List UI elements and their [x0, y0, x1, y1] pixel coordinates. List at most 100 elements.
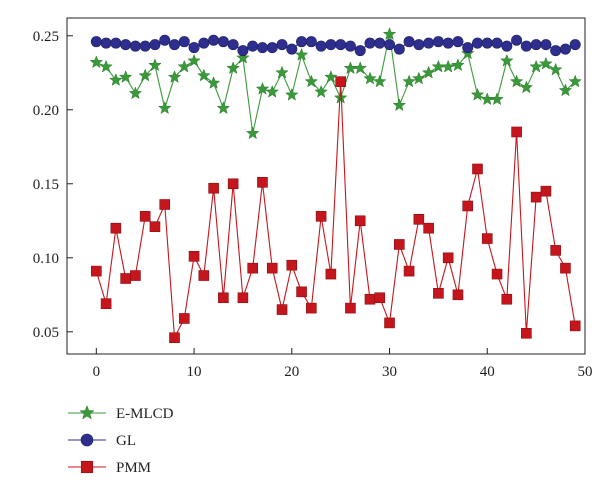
data-point-e-mlcd	[519, 80, 534, 94]
legend-label: GL	[116, 433, 136, 449]
data-point-gl	[403, 36, 415, 48]
data-point-gl	[540, 39, 552, 51]
data-point-e-mlcd	[412, 71, 426, 85]
data-point-e-mlcd	[265, 84, 280, 98]
data-point-pmm	[247, 262, 258, 274]
data-point-pmm	[335, 76, 346, 87]
x-tick-label: 10	[187, 364, 202, 380]
data-point-e-mlcd	[333, 90, 348, 104]
data-point-gl	[393, 43, 405, 55]
data-point-gl	[442, 37, 454, 49]
data-point-e-mlcd	[148, 58, 162, 72]
data-point-gl	[305, 36, 317, 48]
data-point-e-mlcd	[480, 92, 495, 106]
data-point-pmm	[266, 262, 278, 274]
legend-marker	[79, 404, 95, 420]
data-point-e-mlcd	[275, 65, 289, 79]
data-point-pmm	[433, 288, 444, 299]
legend-label: E-MLCD	[116, 406, 174, 422]
data-point-gl	[569, 39, 581, 51]
data-point-e-mlcd	[206, 76, 221, 89]
legend-marker	[80, 460, 94, 474]
data-point-gl	[413, 39, 425, 51]
data-point-pmm	[120, 273, 131, 284]
data-point-gl	[276, 39, 288, 51]
data-point-e-mlcd	[255, 81, 270, 95]
data-point-pmm	[384, 317, 395, 329]
data-point-pmm	[540, 185, 552, 197]
data-point-pmm	[296, 286, 307, 298]
data-point-pmm	[550, 245, 561, 256]
x-axis: 0 10 20 30 40 50	[93, 348, 593, 380]
data-point-pmm	[491, 268, 503, 280]
data-point-e-mlcd	[138, 68, 152, 82]
data-point-pmm	[403, 265, 415, 277]
legend-marker	[80, 433, 94, 447]
data-point-pmm	[511, 126, 522, 138]
data-point-e-mlcd	[372, 74, 387, 88]
data-point-pmm	[530, 191, 542, 203]
data-point-e-mlcd	[245, 126, 260, 140]
data-point-pmm	[452, 289, 464, 301]
legend-label: PMM	[116, 460, 151, 476]
data-point-pmm	[91, 265, 102, 277]
data-point-pmm	[569, 320, 581, 332]
data-point-e-mlcd	[99, 59, 113, 73]
data-point-e-mlcd	[343, 61, 358, 75]
data-point-gl	[247, 40, 259, 52]
data-point-e-mlcd	[314, 84, 328, 98]
data-point-gl	[169, 39, 181, 51]
data-point-gl	[159, 34, 171, 46]
data-point-e-mlcd	[451, 58, 465, 72]
data-point-e-mlcd	[187, 53, 201, 67]
data-point-pmm	[208, 182, 219, 194]
data-point-pmm	[237, 292, 249, 304]
data-point-gl	[501, 40, 513, 52]
x-tick-label: 30	[382, 364, 397, 380]
series-layer	[89, 27, 582, 344]
data-point-gl	[520, 40, 532, 52]
data-point-gl	[432, 36, 444, 48]
data-point-gl	[344, 40, 356, 52]
data-point-e-mlcd	[128, 86, 143, 100]
data-point-pmm	[276, 304, 288, 315]
data-point-pmm	[227, 178, 239, 190]
data-point-e-mlcd	[431, 59, 446, 73]
data-point-e-mlcd	[500, 53, 514, 67]
data-point-e-mlcd	[89, 55, 104, 69]
data-point-gl	[374, 37, 386, 49]
data-point-pmm	[354, 215, 366, 227]
data-point-gl	[100, 37, 112, 49]
data-point-pmm	[306, 302, 317, 314]
data-point-e-mlcd	[363, 71, 377, 85]
data-point-pmm	[149, 221, 161, 233]
data-point-gl	[217, 36, 229, 48]
data-point-pmm	[315, 211, 327, 222]
data-point-gl	[227, 39, 239, 51]
data-point-gl	[559, 43, 571, 55]
data-point-e-mlcd	[529, 59, 543, 73]
series-pmm	[91, 76, 581, 344]
data-point-gl	[286, 43, 298, 55]
data-point-pmm	[394, 239, 405, 250]
y-axis: 0.05 0.10 0.15 0.20 0.25	[33, 29, 73, 341]
data-point-pmm	[325, 268, 337, 280]
data-point-e-mlcd	[382, 27, 397, 41]
data-point-gl	[452, 36, 464, 48]
data-point-gl	[491, 37, 503, 49]
data-point-pmm	[481, 233, 493, 244]
data-point-gl	[335, 39, 347, 51]
series-e-mlcd	[89, 27, 582, 140]
data-point-e-mlcd	[470, 87, 485, 101]
data-point-e-mlcd	[157, 101, 172, 115]
x-tick-label: 40	[480, 364, 495, 380]
data-point-pmm	[257, 176, 268, 188]
data-point-e-mlcd	[392, 98, 407, 112]
data-point-gl	[462, 42, 474, 54]
x-tick-label: 0	[93, 364, 101, 380]
data-point-pmm	[188, 251, 200, 262]
data-point-gl	[511, 34, 523, 46]
data-point-gl	[90, 36, 102, 48]
data-point-gl	[423, 37, 435, 49]
data-point-gl	[139, 40, 151, 52]
